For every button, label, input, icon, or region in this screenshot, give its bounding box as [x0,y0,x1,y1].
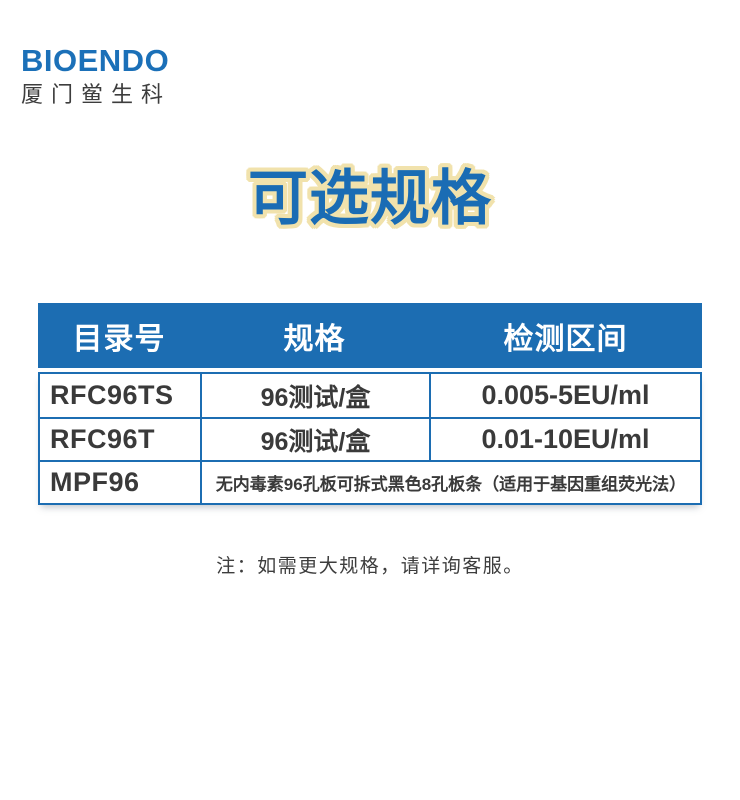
table-header-row: 目录号 规格 检测区间 [38,303,702,368]
description-cell: 无内毒素96孔板可拆式黑色8孔板条（适用于基因重组荧光法） [200,462,700,503]
page-title: 可选规格 [248,165,492,232]
brand-name: BIOENDO [21,43,170,78]
table-row: RFC96TS 96测试/盒 0.005-5EU/ml [40,374,700,417]
catalog-cell: RFC96TS [50,380,174,410]
brand-logo: BIOENDO 厦门鲎生科 [21,43,172,108]
header-cell-catalog: 目录号 [72,322,166,356]
catalog-cell: MPF96 [50,467,140,497]
catalog-cell: RFC96T [50,424,156,454]
range-cell: 0.005-5EU/ml [429,374,700,417]
table-row: RFC96T 96测试/盒 0.01-10EU/ml [40,417,700,460]
table-row: MPF96 无内毒素96孔板可拆式黑色8孔板条（适用于基因重组荧光法） [40,460,700,503]
header-cell-range: 检测区间 [503,322,628,356]
header-cell-spec: 规格 [283,322,346,356]
spec-cell: 96测试/盒 [200,419,429,460]
spec-table: 目录号 规格 检测区间 RFC96TS 96测试/盒 0.005-5EU/ml … [38,303,702,505]
note-text: 注：如需更大规格，请详询客服。 [216,556,524,577]
spec-cell: 96测试/盒 [200,374,429,417]
table-body: RFC96TS 96测试/盒 0.005-5EU/ml RFC96T 96测试/… [38,372,702,505]
range-cell: 0.01-10EU/ml [429,419,700,460]
brand-subtitle: 厦门鲎生科 [21,82,172,108]
